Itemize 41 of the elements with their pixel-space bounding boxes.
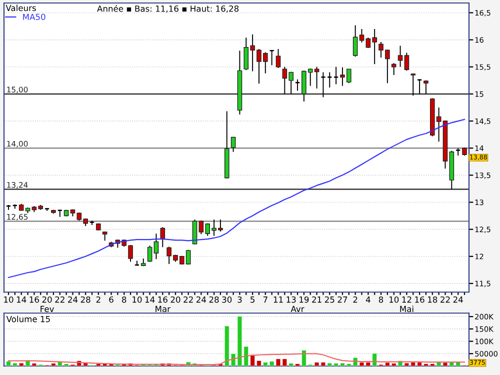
legend-label: MA50 xyxy=(23,14,46,20)
x-tick-label: 24 xyxy=(453,296,463,303)
x-tick-label: 5 xyxy=(250,296,254,303)
x-tick-label: 16 xyxy=(415,296,424,303)
x-tick-label: 12 Mai xyxy=(400,296,414,312)
x-tick-label: 3 xyxy=(238,296,242,303)
x-tick-label: 10 xyxy=(389,296,399,303)
x-tick-label: 8 xyxy=(122,296,126,303)
x-tick-label: 27 xyxy=(338,296,348,303)
x-tick-label: 16 xyxy=(30,296,39,303)
x-tick-label: 20 xyxy=(170,296,180,303)
x-tick-label: 24 xyxy=(196,296,206,303)
x-tick-label: 10 xyxy=(4,296,14,303)
x-tick-label: 4 xyxy=(366,296,370,303)
x-tick-label: 25 xyxy=(324,296,334,303)
x-tick-label: Avr xyxy=(290,306,304,312)
x-tick-label: 19 xyxy=(300,296,309,303)
x-tick-label: 20 Fev xyxy=(40,296,54,312)
x-tick-label: 18 xyxy=(428,296,438,303)
x-tick-label: 22 xyxy=(184,296,193,303)
x-tick-label: 21 xyxy=(312,296,322,303)
x-tick-label: 30 xyxy=(222,296,232,303)
annotation: Année ▪ Bas: 11,16 ▪ Haut: 16,28 xyxy=(97,4,239,13)
x-tick-label: 2 xyxy=(96,296,100,303)
x-tick-label: 24 xyxy=(68,296,78,303)
x-tick-label: 28 xyxy=(80,296,90,303)
chart-title: Volume 15 xyxy=(6,316,50,322)
x-tick-label: 10 xyxy=(132,296,142,303)
x-tick-label: 28 xyxy=(209,296,219,303)
x-tick-label: 14 xyxy=(145,296,155,303)
x-tick-label: 6 xyxy=(109,296,114,303)
x-tick-label: 2 xyxy=(353,296,358,303)
legend-title: Valeurs xyxy=(6,4,36,12)
x-tick-label: 7 xyxy=(263,296,268,303)
x-tick-label: 13 xyxy=(286,296,296,303)
x-tick-label: 22 xyxy=(440,296,450,303)
x-tick-label: 22 xyxy=(55,296,64,303)
x-tick-label: 16 Mar xyxy=(156,296,170,312)
x-tick-label: 8 xyxy=(378,296,384,303)
x-tick-label: 14 xyxy=(16,296,26,303)
x-tick-label: 11 xyxy=(274,296,283,303)
